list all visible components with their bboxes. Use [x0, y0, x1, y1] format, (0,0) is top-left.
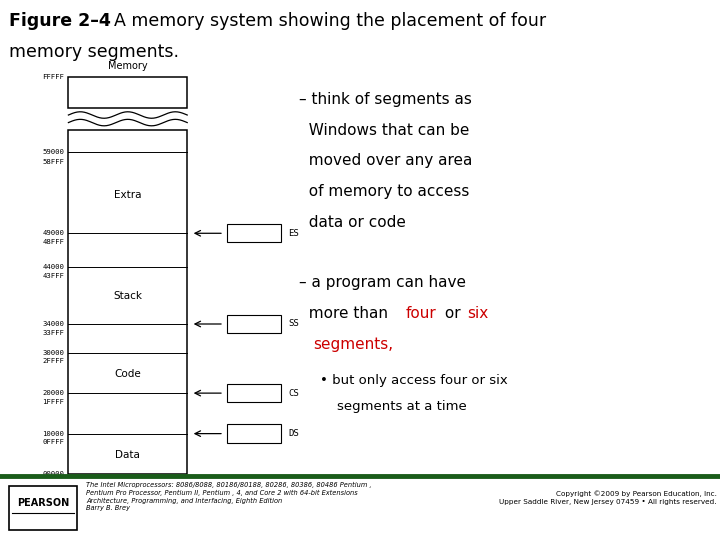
Text: Extra: Extra	[114, 191, 142, 200]
Bar	[68, 77, 187, 108]
Text: 34000: 34000	[42, 321, 64, 327]
Text: Data: Data	[115, 450, 140, 460]
Text: – think of segments as: – think of segments as	[299, 92, 472, 107]
Text: 49000: 49000	[42, 230, 64, 237]
Text: Copyright ©2009 by Pearson Education, Inc.
Upper Saddle River, New Jersey 07459 : Copyright ©2009 by Pearson Education, In…	[499, 490, 716, 505]
Text: 1 0 0 0: 1 0 0 0	[235, 429, 273, 438]
Text: Windows that can be: Windows that can be	[299, 123, 469, 138]
Text: A memory system showing the placement of four: A memory system showing the placement of…	[103, 12, 546, 30]
Text: six: six	[467, 306, 489, 321]
Text: 1FFFF: 1FFFF	[42, 399, 64, 405]
Text: SS: SS	[288, 320, 299, 328]
Text: CS: CS	[288, 389, 299, 397]
FancyBboxPatch shape	[227, 224, 281, 242]
Text: 2 0 0 0: 2 0 0 0	[235, 389, 273, 397]
Text: 58FFF: 58FFF	[42, 159, 64, 165]
FancyBboxPatch shape	[227, 315, 281, 333]
Text: or: or	[440, 306, 465, 321]
Bar	[68, 130, 187, 474]
FancyBboxPatch shape	[227, 384, 281, 402]
Text: 00000: 00000	[42, 471, 64, 477]
Text: DS: DS	[288, 429, 299, 438]
Text: 33FFF: 33FFF	[42, 329, 64, 336]
Text: 59000: 59000	[42, 149, 64, 156]
Text: Figure 2–4: Figure 2–4	[9, 12, 111, 30]
Text: 4 9 0 0: 4 9 0 0	[235, 229, 273, 238]
Text: Stack: Stack	[113, 291, 143, 301]
Text: FFFFF: FFFFF	[42, 73, 64, 80]
Text: 2FFFF: 2FFFF	[42, 358, 64, 365]
Text: – a program can have: – a program can have	[299, 275, 466, 291]
Text: 43FFF: 43FFF	[42, 273, 64, 279]
Text: Code: Code	[114, 369, 141, 379]
Text: 0FFFF: 0FFFF	[42, 439, 64, 446]
Text: moved over any area: moved over any area	[299, 153, 472, 168]
Text: segments,: segments,	[313, 337, 393, 352]
Text: 10000: 10000	[42, 430, 64, 437]
Text: Memory: Memory	[108, 61, 148, 71]
Text: memory segments.: memory segments.	[9, 43, 179, 61]
Text: 3 4 0 0: 3 4 0 0	[235, 320, 273, 328]
Text: The Intel Microprocessors: 8086/8088, 80186/80188, 80286, 80386, 80486 Pentium ,: The Intel Microprocessors: 8086/8088, 80…	[86, 482, 372, 511]
Text: 48FFF: 48FFF	[42, 239, 64, 245]
Text: ES: ES	[288, 229, 299, 238]
Text: four: four	[405, 306, 436, 321]
FancyBboxPatch shape	[227, 424, 281, 443]
Text: of memory to access: of memory to access	[299, 184, 469, 199]
Text: 30000: 30000	[42, 349, 64, 356]
Text: segments at a time: segments at a time	[320, 400, 467, 413]
Text: 20000: 20000	[42, 390, 64, 396]
Text: data or code: data or code	[299, 215, 405, 230]
Bar	[9, 486, 77, 530]
Text: PEARSON: PEARSON	[17, 498, 69, 508]
Text: 44000: 44000	[42, 264, 64, 271]
Text: more than: more than	[299, 306, 392, 321]
Text: • but only access four or six: • but only access four or six	[320, 374, 508, 387]
